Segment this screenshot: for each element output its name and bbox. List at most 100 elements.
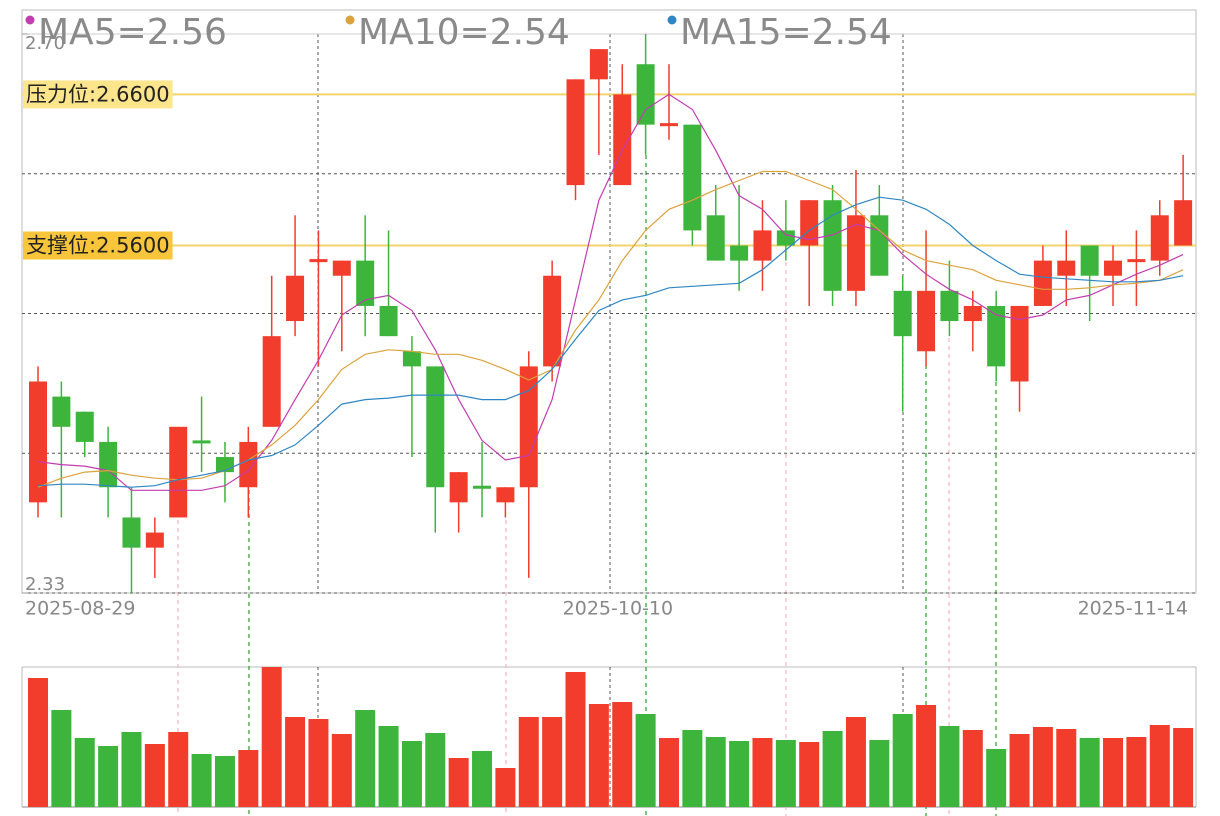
candle-body <box>75 411 94 442</box>
candle-body <box>379 305 398 337</box>
candle-body <box>659 123 678 127</box>
candle-body <box>940 290 959 322</box>
level-label: 压力位:2.6600 <box>26 82 170 106</box>
candle-body <box>356 260 375 306</box>
volume-bar <box>1079 738 1100 807</box>
volume-bar <box>425 733 446 807</box>
volume-bar <box>308 719 329 807</box>
candle-body <box>169 426 188 518</box>
volume-bar <box>775 740 796 807</box>
volume-bar <box>565 672 586 807</box>
volume-bar <box>799 742 820 807</box>
candle-body <box>1174 200 1193 246</box>
candle-body <box>1150 215 1169 261</box>
volume-bar <box>238 750 259 807</box>
volume-bar <box>729 741 750 807</box>
volume-bar <box>51 710 72 807</box>
volume-bar <box>612 702 633 807</box>
x-tick-label: 2025-08-29 <box>25 598 135 620</box>
candle-body <box>309 259 328 263</box>
volume-bar <box>1103 738 1124 807</box>
volume-bar <box>495 768 516 807</box>
y-tick-label: 2.33 <box>25 574 65 595</box>
volume-bar <box>1126 737 1147 807</box>
candle-body <box>239 441 258 488</box>
volume-bar <box>121 732 142 807</box>
level-label-bg <box>23 80 173 109</box>
candle-body <box>496 487 515 503</box>
candle-body <box>566 79 585 186</box>
volume-bar <box>869 740 890 807</box>
volume-bar <box>168 732 189 807</box>
volume-bar <box>682 730 703 807</box>
volume-bar <box>448 758 469 807</box>
legend-label: MA10=2.54 <box>358 12 570 53</box>
volume-bar <box>705 737 726 807</box>
volume-bar <box>472 751 493 807</box>
volume-bar <box>542 717 563 807</box>
volume-bar <box>752 738 773 807</box>
candle-body <box>426 366 445 488</box>
y-tick-label: 2.70 <box>25 33 65 54</box>
candle-body <box>917 290 936 352</box>
legend-label: MA5=2.56 <box>38 12 227 53</box>
legend-label: MA15=2.54 <box>680 12 892 53</box>
candle-body <box>402 351 421 367</box>
candle-body <box>823 200 842 291</box>
volume-bar <box>658 738 679 807</box>
volume-bar <box>285 717 306 807</box>
candle-body <box>29 381 47 503</box>
candle-body <box>473 485 492 489</box>
candle-body <box>286 275 305 322</box>
candle-body <box>893 290 912 337</box>
candle-body <box>543 275 562 367</box>
ma-line <box>37 93 1184 491</box>
volume-bar <box>916 705 937 807</box>
volume-bar <box>635 714 656 807</box>
signal-lines <box>177 155 997 816</box>
volume-bar <box>1149 725 1170 807</box>
candle-body <box>215 457 234 473</box>
candle-body <box>519 366 538 488</box>
volume-bar <box>1032 727 1053 807</box>
candle-body <box>145 532 164 548</box>
candle-body <box>1057 260 1076 276</box>
level-label-bg <box>23 231 173 260</box>
volume-bar <box>1173 728 1194 807</box>
volume-bar <box>892 714 913 807</box>
candle-body <box>262 336 281 427</box>
volume-bar <box>191 754 212 807</box>
candle-body <box>1033 260 1052 306</box>
volume-bar <box>355 710 376 807</box>
candle-body <box>963 305 982 322</box>
volume-bar <box>28 678 48 807</box>
candle-body <box>636 64 655 125</box>
candle-body <box>1010 305 1029 382</box>
candle-body <box>870 215 889 276</box>
candle-body <box>1104 260 1123 276</box>
legend-dot <box>667 15 677 25</box>
volume-bar <box>144 744 165 807</box>
volume-bar <box>518 717 539 807</box>
volume-bar <box>845 717 866 807</box>
candle-body <box>332 260 351 276</box>
candle-body <box>122 517 141 548</box>
volume-bar <box>74 738 95 807</box>
volume-bar <box>1009 734 1030 807</box>
level-label: 支撑位:2.5600 <box>26 234 170 258</box>
candle-body <box>1080 245 1099 276</box>
volume-bar <box>822 731 843 807</box>
volume-bar <box>261 667 282 807</box>
legend-dot <box>25 15 35 25</box>
x-tick-label: 2025-10-10 <box>563 598 673 620</box>
candle-body <box>1127 259 1146 263</box>
price-frame <box>21 9 1197 594</box>
volume-bar <box>378 726 399 807</box>
candle-body <box>449 472 468 503</box>
legend-dot <box>345 15 355 25</box>
volume-bar <box>962 730 983 807</box>
candle-body <box>683 124 702 231</box>
volume-bar <box>588 704 609 807</box>
